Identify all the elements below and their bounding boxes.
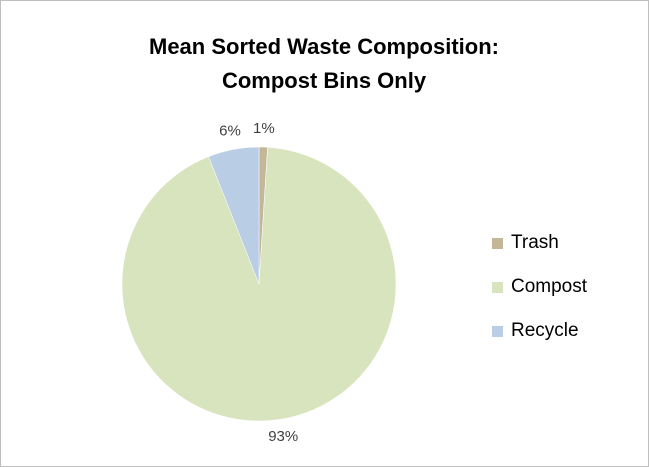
legend-label: Recycle [511,320,579,341]
pie-slice [121,147,397,422]
legend-swatch [492,326,503,337]
data-label: 93% [268,428,298,445]
legend-swatch [492,238,503,249]
chart-title: Mean Sorted Waste Composition: [149,34,499,59]
legend-label: Trash [511,232,559,253]
legend-swatch [492,282,503,293]
data-label: 6% [219,123,241,140]
legend-label: Compost [511,276,588,297]
pie-slice [208,146,260,285]
data-label: 1% [253,120,275,137]
chart-title: Compost Bins Only [222,68,427,93]
